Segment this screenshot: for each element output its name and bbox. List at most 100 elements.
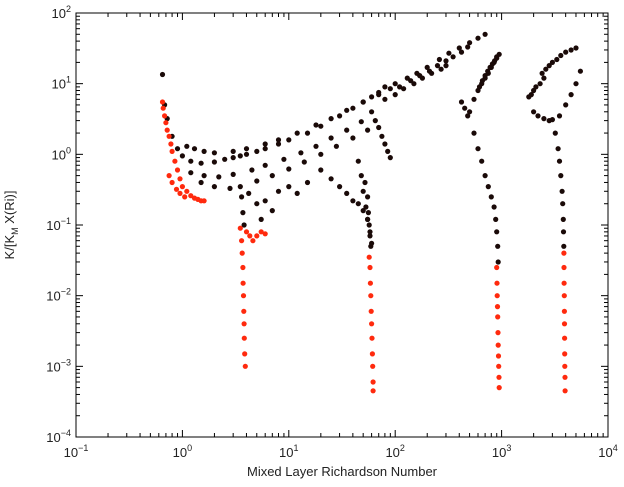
data-point-dark <box>559 188 565 194</box>
data-point-dark <box>488 194 494 200</box>
data-point-red <box>370 388 376 394</box>
data-point-dark <box>491 204 497 210</box>
data-point-dark <box>475 146 481 152</box>
data-point-red <box>239 238 245 244</box>
data-point-dark <box>546 63 552 69</box>
data-point-red <box>369 351 375 357</box>
data-point-dark <box>328 116 334 122</box>
data-point-red <box>561 250 567 256</box>
data-point-dark <box>462 105 468 111</box>
data-point-dark <box>496 51 502 57</box>
data-point-dark <box>275 137 282 143</box>
data-point-dark <box>198 160 204 166</box>
data-point-red <box>166 173 172 179</box>
data-point-dark <box>568 47 574 53</box>
data-point-dark <box>355 158 361 164</box>
data-point-dark <box>313 143 319 149</box>
data-point-dark <box>216 174 222 180</box>
data-point-dark <box>382 141 388 147</box>
y-tick-label: 101 <box>52 75 71 92</box>
plot-frame <box>75 12 609 438</box>
data-point-red <box>561 280 567 286</box>
data-point-red <box>562 335 568 341</box>
data-point-dark <box>355 201 361 207</box>
data-point-dark <box>262 141 268 147</box>
data-point-dark <box>301 159 307 165</box>
data-point-dark <box>360 99 366 105</box>
x-tick-label: 104 <box>598 443 617 460</box>
data-point-red <box>495 342 501 348</box>
data-point-red <box>561 308 568 314</box>
data-point-dark <box>191 146 198 152</box>
data-point-dark <box>531 87 537 94</box>
data-point-dark <box>211 184 217 190</box>
data-point-dark <box>471 130 477 136</box>
data-point-dark <box>366 222 372 228</box>
data-point-red <box>562 351 568 357</box>
data-point-dark <box>494 229 500 235</box>
data-point-dark <box>558 173 564 179</box>
data-point-dark <box>482 73 488 79</box>
data-point-red <box>164 127 170 133</box>
data-point-dark <box>438 66 444 72</box>
data-point-dark <box>179 153 185 159</box>
data-point-red <box>254 233 260 239</box>
data-point-dark <box>365 210 371 216</box>
data-point-dark <box>188 158 194 164</box>
data-point-red <box>369 321 375 327</box>
axis-ticks: 10−1 100 101 102 103 104 10−4 10−3 10−2 10−1 100 10… <box>46 4 617 460</box>
data-point-red <box>495 353 502 359</box>
data-point-dark <box>246 190 252 196</box>
data-point-dark <box>467 109 473 115</box>
data-point-red <box>258 229 264 235</box>
data-point-red <box>240 280 246 286</box>
data-point-dark <box>392 81 398 87</box>
data-point-red <box>177 190 183 196</box>
data-point-dark <box>408 78 414 84</box>
data-point-dark <box>318 167 324 173</box>
data-point-dark <box>458 49 465 55</box>
y-tick-label: 102 <box>52 4 71 21</box>
data-point-red <box>262 231 268 237</box>
data-point-dark <box>382 96 388 102</box>
data-point-red <box>242 363 248 369</box>
data-point-dark <box>485 184 491 190</box>
data-point-dark <box>494 55 500 61</box>
data-point-dark <box>258 216 264 222</box>
data-point-dark <box>201 148 207 154</box>
data-point-dark <box>560 216 566 222</box>
data-point-red <box>370 363 376 369</box>
x-axis-label: Mixed Layer Richardson Number <box>247 464 438 479</box>
data-point-dark <box>387 155 393 161</box>
data-point-red <box>241 321 247 327</box>
data-point-dark <box>281 156 287 162</box>
data-point-dark <box>479 158 485 164</box>
data-point-red <box>369 335 375 341</box>
data-point-dark <box>401 86 407 92</box>
data-point-dark <box>556 113 563 119</box>
data-point-dark <box>434 63 441 69</box>
data-point-dark <box>558 52 564 59</box>
data-point-dark <box>201 173 207 179</box>
y-tick-label: 10−3 <box>46 357 71 374</box>
y-tick-label: 10−1 <box>46 216 71 233</box>
data-point-dark <box>227 185 233 191</box>
data-point-dark <box>556 158 563 164</box>
data-point-dark <box>230 148 236 154</box>
data-point-dark <box>262 146 268 152</box>
data-point-dark <box>240 210 246 216</box>
data-point-dark <box>446 50 452 56</box>
data-point-red <box>242 351 248 357</box>
y-tick-label: 10−2 <box>46 287 71 304</box>
data-point-dark <box>350 135 356 141</box>
data-point-dark <box>298 150 304 156</box>
data-point-dark <box>541 75 547 81</box>
x-tick-label: 102 <box>385 443 404 460</box>
x-tick-label: 101 <box>279 443 298 460</box>
data-point-dark <box>568 92 574 98</box>
data-point-dark <box>577 68 584 74</box>
data-point-dark <box>275 188 282 194</box>
data-point-dark <box>552 130 558 136</box>
data-point-dark <box>365 127 371 133</box>
data-point-dark <box>350 105 356 111</box>
